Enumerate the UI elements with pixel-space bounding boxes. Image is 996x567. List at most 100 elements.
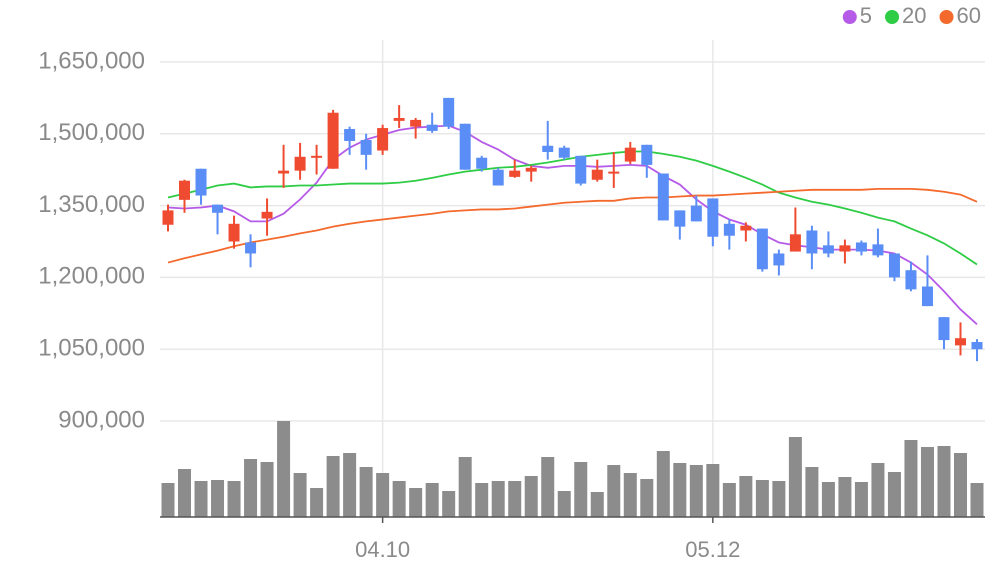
candle-body bbox=[690, 205, 702, 222]
y-tick-label: 900,000 bbox=[58, 406, 145, 433]
candle-body bbox=[377, 128, 389, 151]
candle-body bbox=[723, 223, 735, 236]
y-tick-label: 1,500,000 bbox=[38, 119, 145, 146]
candle-body bbox=[641, 144, 653, 165]
volume-bar bbox=[656, 451, 670, 517]
y-tick-label: 1,650,000 bbox=[38, 47, 145, 74]
candle-body bbox=[261, 211, 273, 219]
volume-bar bbox=[178, 469, 192, 517]
volume-bar bbox=[541, 457, 555, 517]
candle-body bbox=[756, 228, 768, 270]
volume-bar bbox=[904, 440, 918, 517]
volume-bar bbox=[805, 467, 819, 517]
ma-line bbox=[167, 150, 978, 266]
volume-bar bbox=[838, 477, 852, 517]
candle-body bbox=[542, 145, 554, 152]
candle-body bbox=[575, 155, 587, 184]
volume-bar bbox=[607, 465, 621, 517]
candle-body bbox=[707, 198, 719, 237]
candle-body bbox=[822, 245, 834, 254]
candle-body bbox=[410, 119, 422, 127]
volume-bar bbox=[970, 483, 984, 517]
volume-bar bbox=[343, 453, 357, 517]
candle-body bbox=[278, 170, 290, 174]
candle-body bbox=[657, 173, 669, 221]
volume-bar bbox=[458, 457, 472, 517]
candle-body bbox=[344, 129, 356, 141]
candle-body bbox=[789, 234, 801, 252]
candle-body bbox=[443, 97, 455, 127]
candle-body bbox=[591, 169, 603, 180]
candle-body bbox=[228, 223, 240, 242]
volume-bar bbox=[920, 447, 934, 517]
candle-body bbox=[855, 242, 867, 252]
volume-bar bbox=[260, 462, 274, 517]
candle-body bbox=[971, 342, 983, 350]
volume-bar bbox=[194, 481, 208, 517]
candle-body bbox=[525, 167, 537, 172]
candle-body bbox=[476, 157, 488, 169]
volume-bar bbox=[755, 480, 769, 517]
legend-label: 20 bbox=[902, 3, 926, 28]
volume-bar bbox=[359, 467, 373, 517]
legend-swatch bbox=[885, 10, 900, 24]
volume-bar bbox=[161, 483, 175, 517]
candle-body bbox=[740, 225, 752, 231]
volume-bar bbox=[508, 481, 522, 517]
volume-bar bbox=[425, 483, 439, 517]
candle-body bbox=[558, 147, 570, 158]
candle-body bbox=[608, 171, 620, 174]
candle-body bbox=[162, 210, 174, 225]
candle-body bbox=[492, 169, 504, 186]
candle-body bbox=[806, 230, 818, 254]
volume-bar bbox=[821, 482, 835, 517]
volume-bar bbox=[722, 483, 736, 517]
volume-bar bbox=[953, 453, 967, 517]
candle-body bbox=[888, 253, 900, 278]
volume-bar bbox=[557, 491, 571, 517]
volume-bar bbox=[937, 446, 951, 517]
volume-bar bbox=[310, 488, 324, 517]
volume-bar bbox=[277, 421, 291, 517]
volume-bar bbox=[887, 472, 901, 517]
candle-body bbox=[179, 180, 191, 200]
candle-body bbox=[905, 270, 917, 290]
candle-body bbox=[921, 286, 933, 307]
ma-line bbox=[167, 124, 978, 325]
volume-bar bbox=[392, 481, 406, 517]
volume-bar bbox=[442, 491, 456, 517]
candle-body bbox=[938, 317, 950, 341]
candle-body bbox=[245, 242, 257, 254]
volume-bar bbox=[772, 481, 786, 517]
legend-swatch bbox=[842, 10, 857, 24]
volume-bar bbox=[739, 476, 753, 517]
volume-bar bbox=[409, 488, 423, 517]
volume-bar bbox=[673, 463, 687, 517]
candle-body bbox=[327, 112, 339, 169]
candle-body bbox=[674, 210, 686, 227]
volume-bar bbox=[788, 437, 802, 517]
candle-body bbox=[426, 124, 438, 131]
volume-bar bbox=[326, 456, 340, 517]
candle-body bbox=[624, 147, 636, 162]
candle-body bbox=[872, 244, 884, 256]
candle-body bbox=[294, 156, 306, 171]
candle-body bbox=[839, 245, 851, 252]
candle-body bbox=[360, 140, 372, 155]
candle-body bbox=[459, 123, 471, 170]
candle-body bbox=[195, 168, 207, 196]
volume-bar bbox=[524, 476, 538, 517]
volume-bar bbox=[871, 463, 885, 517]
volume-bar bbox=[574, 462, 588, 517]
legend-swatch bbox=[939, 10, 954, 24]
volume-bar bbox=[491, 481, 505, 517]
volume-bar bbox=[227, 481, 241, 517]
y-tick-label: 1,050,000 bbox=[38, 335, 145, 362]
legend-label: 5 bbox=[860, 3, 872, 28]
volume-bar bbox=[706, 464, 720, 517]
volume-bar bbox=[475, 483, 489, 517]
volume-bar bbox=[244, 459, 258, 517]
candle-body bbox=[311, 155, 323, 158]
volume-bar bbox=[623, 473, 637, 517]
